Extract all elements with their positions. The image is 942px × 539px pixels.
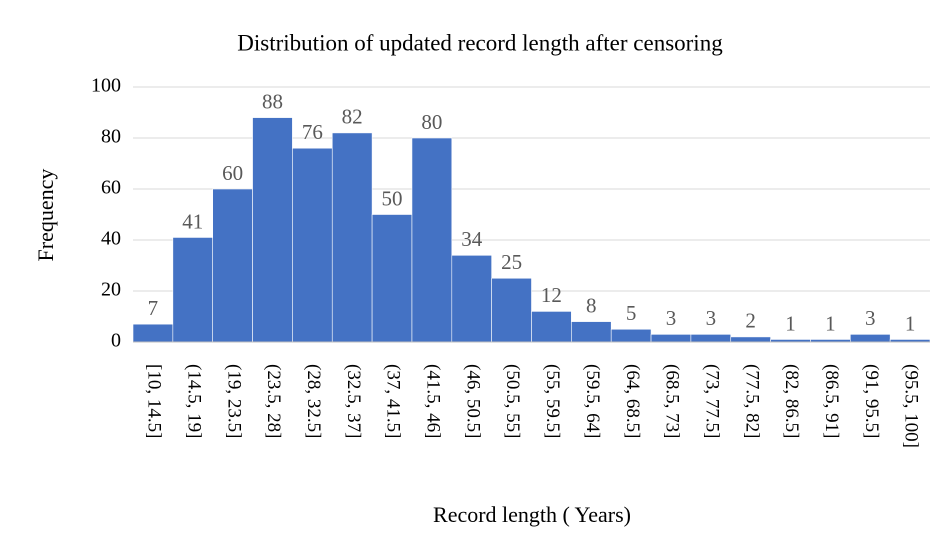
data-label: 1 xyxy=(905,311,916,335)
x-tick-label: (77.5, 82] xyxy=(741,364,762,438)
x-axis-title: Record length ( Years) xyxy=(433,502,631,527)
data-label: 82 xyxy=(342,105,363,129)
bar xyxy=(212,188,253,343)
bar xyxy=(172,237,214,343)
bar xyxy=(331,132,373,343)
bar xyxy=(371,214,413,343)
data-label: 2 xyxy=(745,309,756,333)
bar xyxy=(132,323,174,343)
x-tick-label: (37, 41.5] xyxy=(383,364,404,438)
bar xyxy=(571,321,612,343)
bar xyxy=(849,334,891,343)
bar xyxy=(491,277,532,343)
data-label: 5 xyxy=(626,301,637,325)
data-label: 3 xyxy=(706,306,717,330)
bar xyxy=(730,336,771,343)
y-tick-label: 0 xyxy=(111,330,121,352)
x-tick-label: (46, 50.5] xyxy=(462,364,483,438)
bar xyxy=(650,334,692,343)
x-tick-label: (82, 86.5] xyxy=(781,364,802,438)
data-label: 12 xyxy=(541,283,562,307)
data-label: 8 xyxy=(586,293,597,317)
data-label: 76 xyxy=(302,120,323,144)
x-tick-label: (50.5, 55] xyxy=(502,364,523,438)
x-tick-label: (23.5, 28] xyxy=(263,364,284,438)
x-tick-label: [10, 14.5] xyxy=(144,364,165,438)
y-tick-label: 100 xyxy=(91,75,121,97)
chart-title: Distribution of updated record length af… xyxy=(237,30,723,55)
x-tick-label: (73, 77.5] xyxy=(701,364,722,438)
x-tick-label: (95.5, 100] xyxy=(901,364,922,448)
data-label: 1 xyxy=(785,311,796,335)
y-tick-label: 40 xyxy=(101,228,121,250)
x-tick-label: (19, 23.5] xyxy=(223,364,244,438)
x-tick-label: (68.5, 73] xyxy=(662,364,683,438)
data-label: 3 xyxy=(865,306,876,330)
data-label: 3 xyxy=(666,306,677,330)
bar xyxy=(451,255,492,343)
data-label: 34 xyxy=(461,227,483,251)
data-label: 25 xyxy=(501,250,522,274)
x-tick-label: (41.5, 46] xyxy=(423,364,444,438)
bar xyxy=(292,147,333,343)
bar xyxy=(531,311,572,343)
x-tick-label: (28, 32.5] xyxy=(303,364,324,438)
bar xyxy=(690,334,732,343)
bar xyxy=(411,137,453,343)
x-tick-label: (86.5, 91] xyxy=(821,364,842,438)
y-axis-title: Frequency xyxy=(33,169,58,262)
x-tick-label: (55, 59.5] xyxy=(542,364,563,438)
y-tick-label: 20 xyxy=(101,279,121,301)
bar xyxy=(610,328,652,343)
x-tick-label: (32.5, 37] xyxy=(343,364,364,438)
x-tick-label: (59.5, 64] xyxy=(582,364,603,438)
data-label: 41 xyxy=(182,209,203,233)
x-tick-label: (64, 68.5] xyxy=(622,364,643,438)
data-label: 80 xyxy=(421,110,442,134)
y-tick-label: 60 xyxy=(101,177,121,199)
x-tick-label: (91, 95.5] xyxy=(861,364,882,438)
y-tick-label: 80 xyxy=(101,126,121,148)
data-label: 1 xyxy=(825,311,836,335)
data-label: 60 xyxy=(222,161,243,185)
data-label: 88 xyxy=(262,89,283,113)
bar xyxy=(252,117,293,343)
data-label: 7 xyxy=(148,296,159,320)
data-label: 50 xyxy=(382,186,403,210)
x-tick-label: (14.5, 19] xyxy=(183,364,204,438)
